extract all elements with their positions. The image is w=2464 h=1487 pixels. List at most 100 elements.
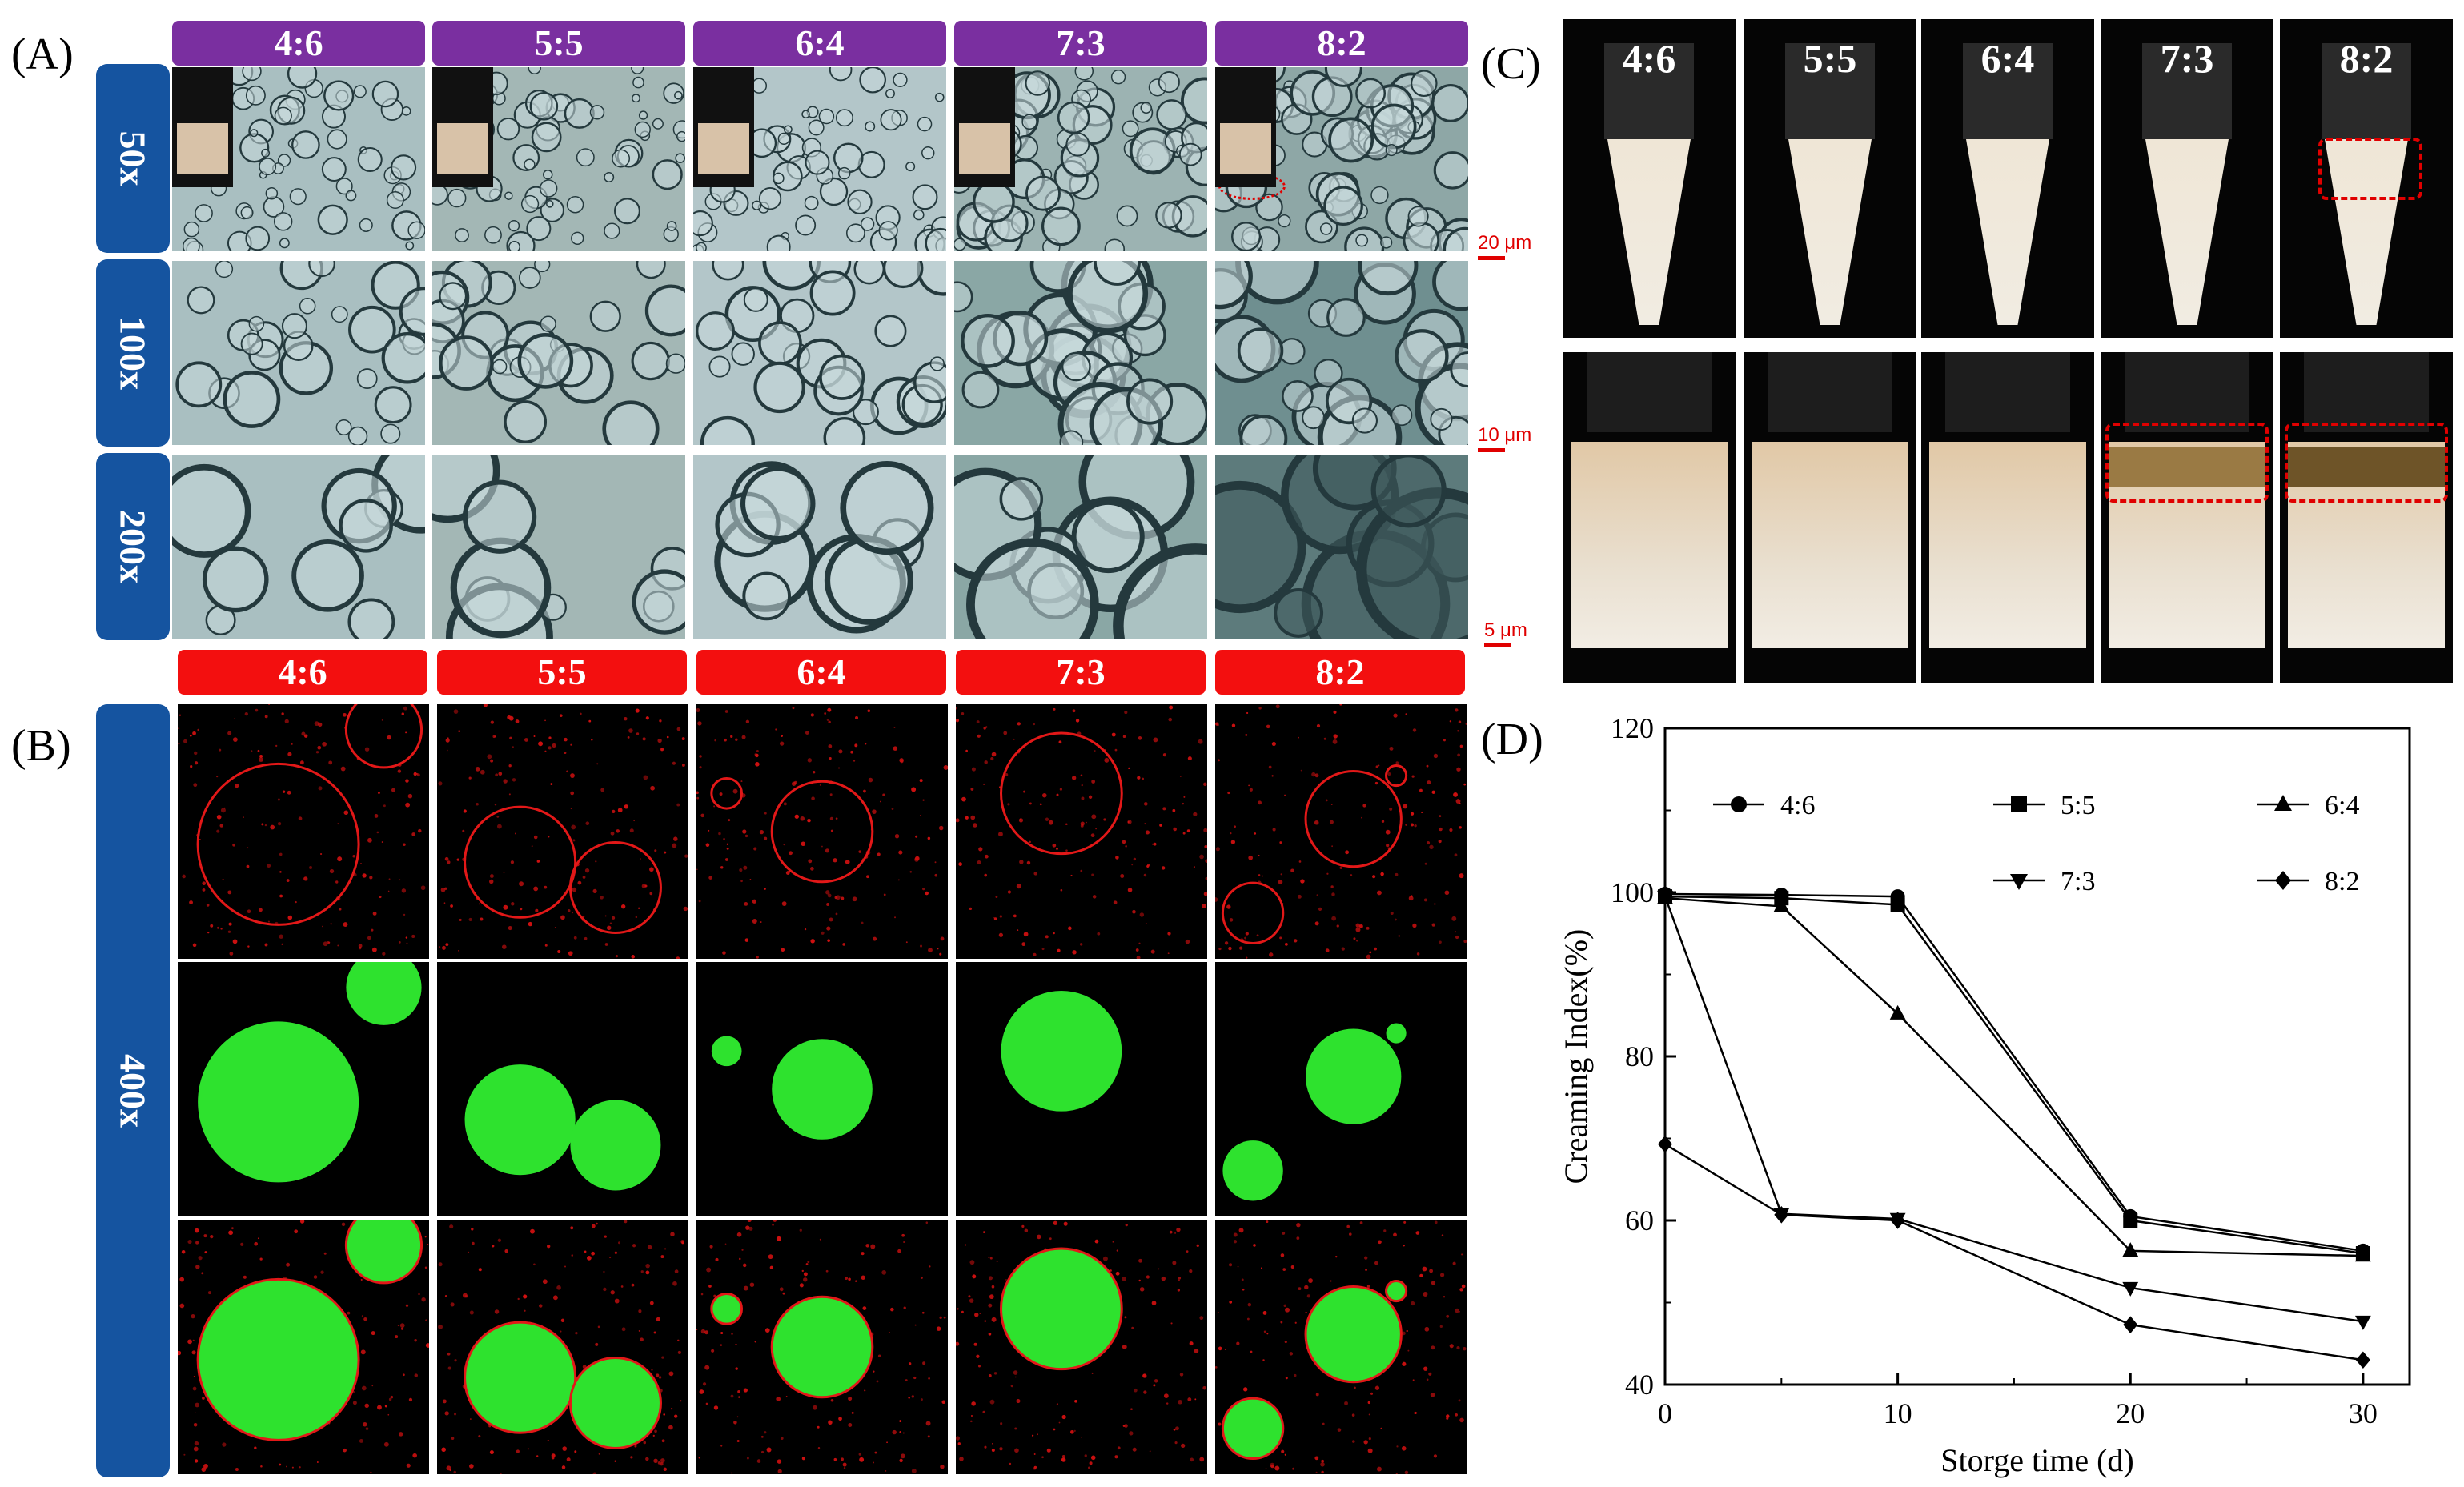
series-line-3 [1664, 896, 2363, 1257]
y-axis-label: Creaming Index(%) [1558, 929, 1594, 1184]
micrograph-3-4 [954, 455, 1207, 639]
micrograph-3-1 [172, 455, 425, 639]
magnification-100x: 100x [96, 259, 170, 447]
data-point-5-3 [1890, 1212, 1905, 1229]
legend-label-3: 6:4 [2325, 791, 2359, 820]
data-point-5-2 [1774, 1206, 1789, 1224]
data-point-3-3 [1889, 1004, 1906, 1020]
confocal-3-3 [696, 1220, 948, 1474]
micrograph-2-1 [172, 261, 425, 445]
legend-label-4: 7:3 [2061, 867, 2095, 896]
legend-label-5: 8:2 [2325, 867, 2359, 896]
micrograph-2-2 [432, 261, 685, 445]
sample-photo-2-1 [1563, 352, 1736, 683]
x-tick-label: 0 [1658, 1397, 1672, 1429]
data-point-3-5 [2354, 1247, 2371, 1262]
sample-photo-1-4: 7:3 [2101, 19, 2273, 338]
ratio-header-a-1: 4:6 [172, 21, 425, 66]
legend-marker-2 [2011, 796, 2027, 812]
x-tick-label: 20 [2116, 1397, 2145, 1429]
sample-photo-2-2 [1744, 352, 1916, 683]
micrograph-3-5 [1215, 455, 1468, 639]
micrograph-3-2 [432, 455, 685, 639]
data-point-4-4 [2122, 1281, 2139, 1297]
legend-marker-1 [1731, 796, 1747, 812]
confocal-2-1 [178, 962, 429, 1216]
micrograph-1-4 [954, 67, 1207, 251]
micrograph-1-5 [1215, 67, 1468, 251]
photo-ratio-label: 5:5 [1803, 36, 1857, 81]
data-point-2-3 [1890, 897, 1905, 912]
ratio-header-a-5: 8:2 [1215, 21, 1468, 66]
ratio-header-b-3: 6:4 [696, 650, 946, 695]
sample-photo-2-4 [2101, 352, 2273, 683]
micrograph-1-3 [693, 67, 946, 251]
micrograph-3-3 [693, 455, 946, 639]
confocal-2-3 [696, 962, 948, 1216]
vial-inset [432, 67, 493, 187]
confocal-3-5 [1215, 1220, 1467, 1474]
micrograph-1-2 [432, 67, 685, 251]
confocal-1-3 [696, 704, 948, 959]
vial-inset [954, 67, 1015, 187]
confocal-1-2 [437, 704, 688, 959]
series-line-4 [1663, 896, 2364, 1323]
photo-ratio-label: 6:4 [1980, 36, 2035, 81]
legend-marker-3 [2274, 795, 2292, 811]
y-tick-label: 80 [1625, 1040, 1654, 1072]
x-tick-label: 10 [1884, 1397, 1912, 1429]
ratio-header-b-1: 4:6 [178, 650, 427, 695]
magnification-200x: 200x [96, 453, 170, 640]
legend-marker-4 [2010, 874, 2028, 890]
data-point-5-1 [1658, 1135, 1672, 1153]
creaming-index-chart: 40 60 80 100 120 0 10 20 30 Storge time (d) Creami… [1558, 712, 2411, 1478]
data-point-2-4 [2123, 1213, 2138, 1228]
ratio-header-a-4: 7:3 [954, 21, 1207, 66]
y-tick-label: 100 [1611, 876, 1654, 908]
data-point-4-1 [1657, 890, 1673, 905]
legend-label-1: 4:6 [1780, 791, 1815, 820]
legend-label-2: 5:5 [2061, 791, 2095, 820]
photo-ratio-label: 7:3 [2160, 36, 2214, 81]
sample-photo-1-3: 6:4 [1921, 19, 2094, 338]
magnification-50x: 50x [96, 64, 170, 253]
micrograph-1-1 [172, 67, 425, 251]
vial-inset [172, 67, 233, 187]
micrograph-2-5 [1215, 261, 1468, 445]
y-tick-label: 60 [1625, 1204, 1654, 1236]
y-tick-label: 40 [1625, 1369, 1654, 1401]
series-line-2 [1664, 895, 2364, 1255]
magnification-400x: 400x [96, 704, 170, 1477]
sample-photo-2-3 [1921, 352, 2094, 683]
scale-bar-10um: 10 μm [1478, 424, 1531, 452]
vial-inset [1215, 67, 1276, 187]
data-point-5-5 [2355, 1351, 2370, 1369]
micrograph-2-3 [693, 261, 946, 445]
panel-label-a: (A) [11, 30, 74, 79]
ratio-header-b-5: 8:2 [1215, 650, 1465, 695]
confocal-1-5 [1215, 704, 1467, 959]
plot-frame [1663, 727, 2411, 1386]
panel-label-d: (D) [1481, 715, 1543, 764]
scale-bar-5um: 5 μm [1484, 619, 1527, 647]
confocal-3-4 [956, 1220, 1207, 1474]
ratio-header-b-4: 7:3 [956, 650, 1206, 695]
confocal-1-4 [956, 704, 1207, 959]
data-point-3-4 [2122, 1242, 2139, 1257]
data-point-5-4 [2123, 1316, 2138, 1333]
panel-label-b: (B) [11, 721, 71, 771]
ratio-header-a-3: 6:4 [693, 21, 946, 66]
x-tick-label: 30 [2349, 1397, 2378, 1429]
vial-inset [693, 67, 754, 187]
x-axis-label: Storge time (d) [1940, 1442, 2133, 1478]
data-point-3-2 [1773, 897, 1790, 912]
sample-photo-1-2: 5:5 [1744, 19, 1916, 338]
photo-ratio-label: 8:2 [2339, 36, 2394, 81]
legend-marker-5 [2275, 871, 2291, 890]
sample-photo-1-1: 4:6 [1563, 19, 1736, 338]
sample-photo-2-5 [2280, 352, 2453, 683]
series-line-1 [1664, 892, 2364, 1253]
y-tick-label: 120 [1611, 712, 1654, 744]
confocal-3-1 [178, 1220, 429, 1474]
scale-bar-20um: 20 μm [1478, 232, 1531, 260]
